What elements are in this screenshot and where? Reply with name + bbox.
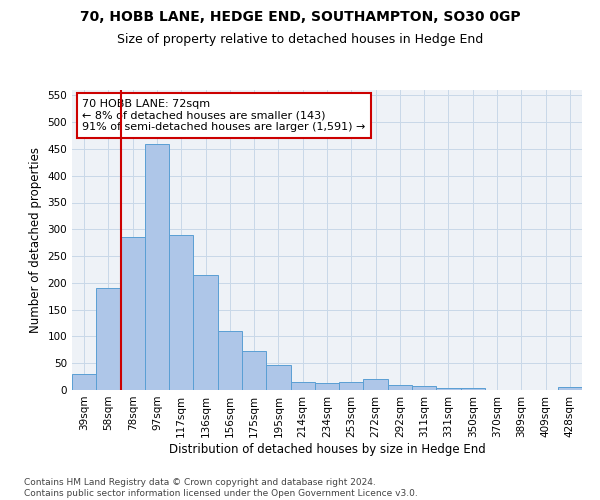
Text: Contains HM Land Registry data © Crown copyright and database right 2024.
Contai: Contains HM Land Registry data © Crown c… (24, 478, 418, 498)
Bar (315, 383, 339, 390)
Bar (412, 386, 436, 390)
Bar (266, 365, 290, 390)
Bar (290, 382, 315, 390)
Bar (193, 275, 218, 390)
Bar (242, 351, 266, 390)
Bar (145, 144, 169, 390)
Bar (339, 382, 364, 390)
Text: 70, HOBB LANE, HEDGE END, SOUTHAMPTON, SO30 0GP: 70, HOBB LANE, HEDGE END, SOUTHAMPTON, S… (80, 10, 520, 24)
Bar (436, 388, 461, 390)
Bar (121, 238, 145, 390)
Bar (96, 288, 121, 390)
Bar (364, 379, 388, 390)
Bar (218, 331, 242, 390)
Text: Size of property relative to detached houses in Hedge End: Size of property relative to detached ho… (117, 32, 483, 46)
Bar (72, 374, 96, 390)
Text: 70 HOBB LANE: 72sqm
← 8% of detached houses are smaller (143)
91% of semi-detach: 70 HOBB LANE: 72sqm ← 8% of detached hou… (82, 99, 365, 132)
X-axis label: Distribution of detached houses by size in Hedge End: Distribution of detached houses by size … (169, 442, 485, 456)
Bar (169, 234, 193, 390)
Bar (388, 384, 412, 390)
Y-axis label: Number of detached properties: Number of detached properties (29, 147, 42, 333)
Bar (558, 388, 582, 390)
Bar (461, 388, 485, 390)
